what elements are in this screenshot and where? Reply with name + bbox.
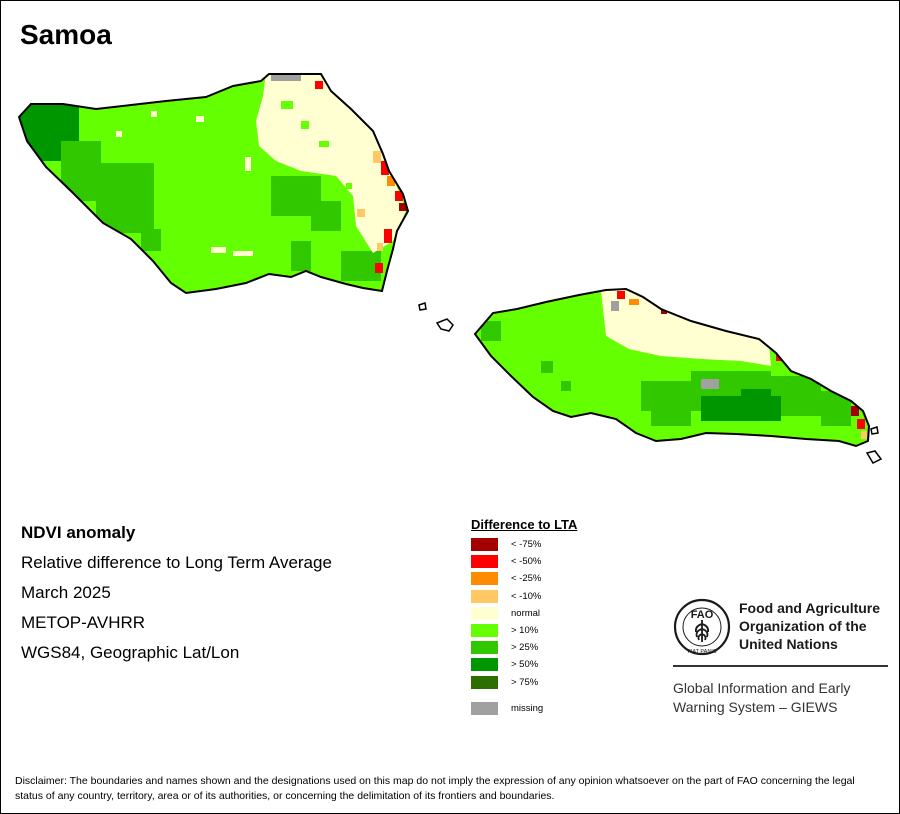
apolima-manono-islets [418, 302, 883, 464]
legend-swatch [471, 675, 498, 689]
map-title: Samoa [20, 19, 112, 50]
fao-logo-motto: FIAT PANIS [687, 649, 716, 655]
legend-label: > 75% [511, 676, 539, 688]
legend-label-missing: missing [511, 702, 544, 714]
divider [673, 665, 888, 667]
savaii-coastline [17, 73, 410, 295]
program-name: Global Information and Early Warning Sys… [673, 679, 850, 717]
legend-swatch [471, 641, 498, 655]
projection: WGS84, Geographic Lat/Lon [21, 643, 240, 662]
map-canvas [17, 73, 883, 464]
legend-label: > 25% [511, 642, 539, 654]
legend-swatch [471, 606, 498, 620]
legend-item: > 75% [471, 674, 671, 691]
legend-swatch [471, 555, 498, 569]
organization-name-line: Organization of the [739, 618, 867, 634]
legend-swatch [471, 658, 498, 672]
legend-title: Difference to LTA [471, 517, 578, 532]
upolu-coastline [473, 287, 871, 448]
product-description: Relative difference to Long Term Average [21, 553, 332, 572]
legend-label: > 50% [511, 659, 539, 671]
legend-swatch-missing [471, 701, 498, 715]
legend: Difference to LTA < -75% < -50% < -25% < -1… [471, 517, 671, 717]
fao-logo-letters: FAO [691, 609, 714, 621]
legend-label: < -75% [511, 539, 542, 550]
product-name: NDVI anomaly [21, 523, 136, 542]
fao-logo-icon: FAO FIAT PANIS [673, 598, 731, 656]
legend-item: < -25% [471, 570, 671, 587]
organization-name-line: United Nations [739, 636, 838, 652]
product-date: March 2025 [21, 583, 111, 602]
legend-item: < -75% [471, 536, 671, 553]
legend-item-missing: missing [471, 700, 671, 717]
legend-item: > 10% [471, 622, 671, 639]
organization-name-line: Food and Agriculture [739, 600, 881, 616]
legend-label: < -10% [511, 590, 542, 602]
legend-label: < -50% [511, 556, 542, 568]
legend-label: normal [511, 607, 541, 619]
legend-swatch [471, 572, 498, 586]
legend-item: normal [471, 605, 671, 622]
organization-name: Food and Agriculture Organization of the… [739, 599, 880, 653]
savaii-island [19, 74, 408, 293]
legend-item: < -10% [471, 588, 671, 605]
legend-label: > 10% [511, 624, 539, 636]
program-name-line: Warning System – GIEWS [673, 699, 838, 715]
program-name-line: Global Information and Early [673, 680, 851, 696]
legend-item: > 50% [471, 656, 671, 673]
legend-item: > 25% [471, 639, 671, 656]
legend-items: < -75% < -50% < -25% < -10% normal > 10% > 25%… [471, 536, 671, 691]
legend-item: < -50% [471, 553, 671, 570]
sensor-name: METOP-AVHRR [21, 613, 146, 632]
disclaimer: Disclaimer: The boundaries and names sho… [15, 775, 855, 802]
legend-swatch [471, 589, 498, 603]
legend-swatch [471, 623, 498, 637]
legend-label: < -25% [511, 573, 542, 585]
legend-swatch [471, 538, 498, 551]
